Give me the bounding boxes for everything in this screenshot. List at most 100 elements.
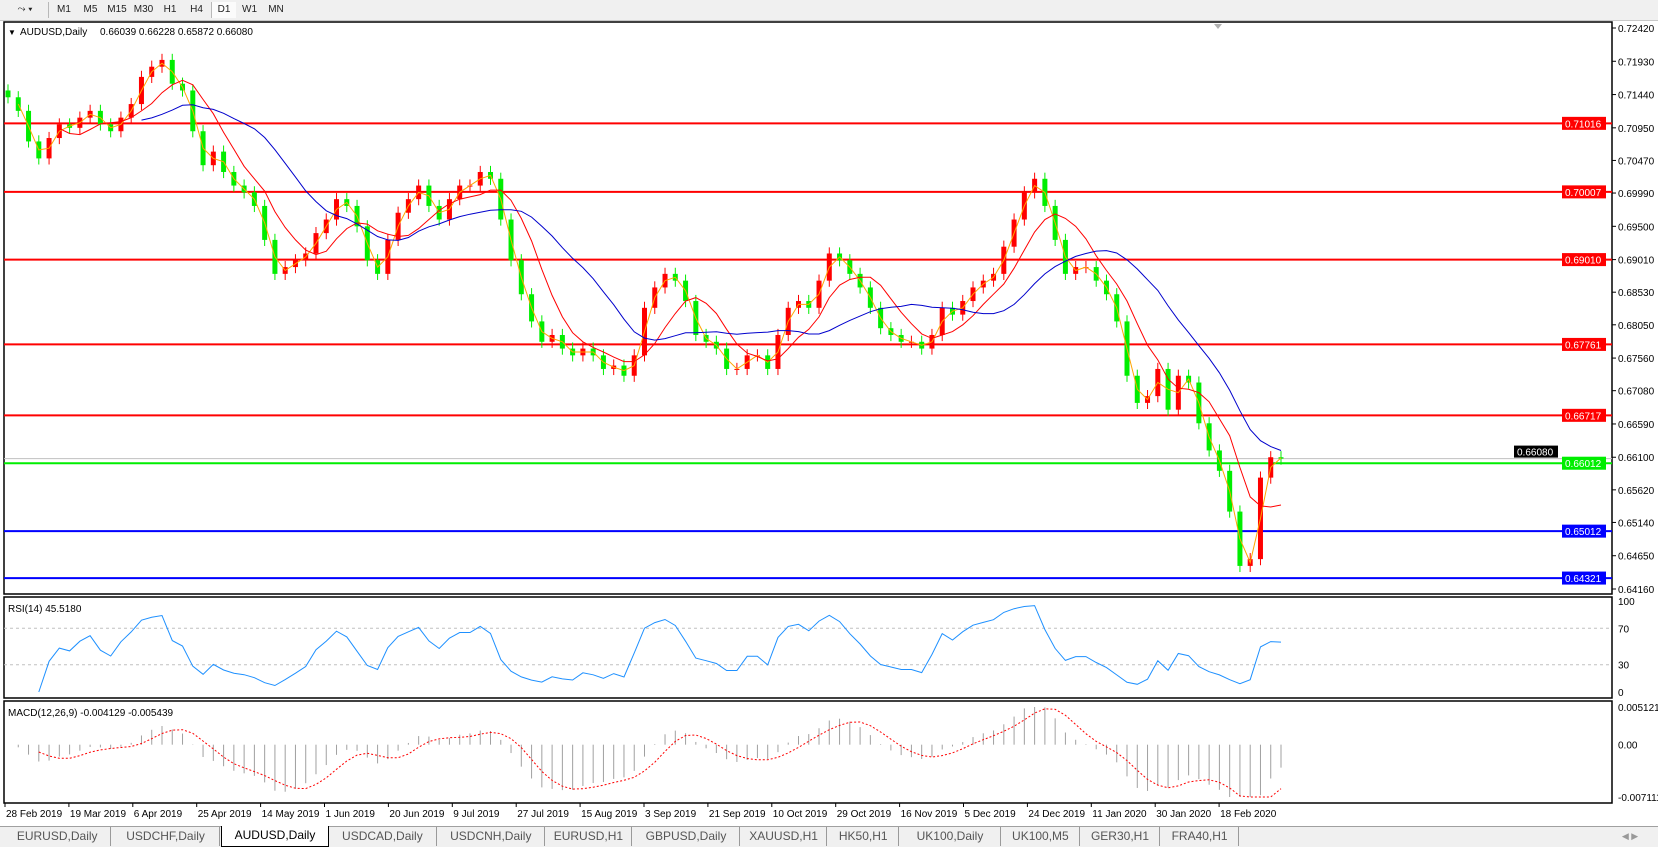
rsi-label: RSI(14) 45.5180 — [8, 604, 82, 615]
level-price-tag — [1562, 408, 1606, 422]
price-tick-label: 0.64160 — [1618, 585, 1655, 596]
price-tick-label: 0.69500 — [1618, 222, 1655, 233]
date-tick-label: 24 Dec 2019 — [1028, 809, 1085, 820]
price-tick-label: 0.68530 — [1618, 288, 1655, 299]
level-price-label: 0.64321 — [1565, 574, 1602, 585]
level-price-label: 0.66012 — [1565, 459, 1602, 470]
macd-pane — [3, 700, 1613, 804]
date-tick-label: 29 Oct 2019 — [837, 809, 892, 820]
macd-tick-label: 0.005121 — [1618, 703, 1658, 714]
tab-fra40-h1[interactable]: FRA40,H1 — [1161, 827, 1240, 846]
rsi-tick-label: 100 — [1618, 597, 1635, 608]
date-tick-label: 9 Jul 2019 — [453, 809, 500, 820]
price-tick-label: 0.69010 — [1618, 256, 1655, 267]
tab-scroll-arrows[interactable]: ◀ ▶ — [1621, 831, 1639, 841]
current-price-tag — [1514, 445, 1558, 458]
timeframe-toolbar: ⤳ ▾ M1 M5 M15 M30 H1 H4 D1 W1 MN — [0, 0, 1658, 21]
symbol-title: AUDUSD,Daily — [20, 27, 87, 38]
tab-gbpusd-daily[interactable]: GBPUSD,Daily — [633, 827, 741, 846]
level-price-label: 0.70007 — [1565, 188, 1602, 199]
price-tick-label: 0.65140 — [1618, 518, 1655, 529]
tab-usdcad-daily[interactable]: USDCAD,Daily — [329, 827, 437, 846]
date-tick-label: 21 Sep 2019 — [709, 809, 766, 820]
date-tick-label: 28 Feb 2019 — [6, 809, 63, 820]
timeframe-m30[interactable]: M30 — [133, 4, 154, 15]
date-tick-label: 10 Oct 2019 — [773, 809, 828, 820]
price-tick-label: 0.71440 — [1618, 91, 1655, 102]
level-price-tag — [1562, 253, 1606, 267]
price-tick-label: 0.70950 — [1618, 124, 1655, 135]
current-price-label: 0.66080 — [1517, 448, 1554, 459]
macd-signal-line — [38, 708, 1282, 798]
level-price-tag — [1562, 524, 1606, 538]
chart-tabs: EURUSD,Daily USDCHF,Daily AUDUSD,Daily USDC… — [0, 826, 1658, 847]
date-tick-label: 27 Jul 2019 — [517, 809, 569, 820]
level-price-label: 0.71016 — [1565, 119, 1602, 130]
timeframe-h1[interactable]: H1 — [163, 4, 177, 15]
date-tick-label: 20 Jun 2019 — [389, 809, 444, 820]
moving-average-line — [141, 104, 1282, 451]
tab-uk100-m5[interactable]: UK100,M5 — [1002, 827, 1081, 846]
level-price-label: 0.65012 — [1565, 527, 1602, 538]
level-price-tag — [1562, 571, 1606, 585]
line-tools-icon[interactable]: ⤳ ▾ — [17, 4, 33, 15]
candle-body — [15, 97, 21, 111]
date-tick-label: 16 Nov 2019 — [901, 809, 958, 820]
rsi-tick-label: 30 — [1618, 661, 1630, 672]
price-tick-label: 0.67560 — [1618, 354, 1655, 365]
macd-label: MACD(12,26,9) -0.004129 -0.005439 — [8, 708, 174, 719]
timeframe-mn[interactable]: MN — [268, 4, 284, 15]
candle-body — [5, 90, 11, 98]
timeframe-m1[interactable]: M1 — [57, 4, 71, 15]
tab-usdchf-daily[interactable]: USDCHF,Daily — [112, 827, 220, 846]
collapse-triangle-icon[interactable]: ▼ — [8, 28, 16, 37]
level-price-label: 0.69010 — [1565, 256, 1602, 267]
level-price-tag — [1562, 456, 1606, 470]
tab-hk50-h1[interactable]: HK50,H1 — [828, 827, 900, 846]
price-tick-label: 0.71930 — [1618, 57, 1655, 68]
macd-tick-label: -0.007111 — [1618, 793, 1658, 804]
timeframe-m5[interactable]: M5 — [83, 4, 98, 15]
timeframe-d1[interactable]: D1 — [211, 2, 236, 18]
date-tick-label: 1 Jun 2019 — [326, 809, 376, 820]
rsi-line — [38, 605, 1282, 693]
rsi-tick-label: 70 — [1618, 624, 1630, 635]
tab-usdcnh-daily[interactable]: USDCNH,Daily — [438, 827, 545, 846]
price-tick-label: 0.69990 — [1618, 189, 1655, 200]
date-tick-label: 11 Jan 2020 — [1092, 809, 1147, 820]
date-tick-label: 19 Mar 2019 — [70, 809, 127, 820]
timeframe-w1[interactable]: W1 — [242, 4, 257, 15]
tab-uk100-daily[interactable]: UK100,Daily — [900, 827, 1001, 846]
level-price-label: 0.67761 — [1565, 340, 1602, 351]
date-tick-label: 6 Apr 2019 — [134, 809, 183, 820]
moving-average-line — [17, 62, 1282, 565]
price-tick-label: 0.70470 — [1618, 156, 1655, 167]
price-tick-label: 0.68050 — [1618, 321, 1655, 332]
price-tick-label: 0.72420 — [1618, 24, 1655, 35]
date-tick-label: 25 Apr 2019 — [198, 809, 252, 820]
ohlc-readout: 0.66039 0.66228 0.65872 0.66080 — [100, 27, 253, 38]
toolbar-grip — [48, 2, 49, 18]
timeframe-h4[interactable]: H4 — [190, 4, 203, 15]
rsi-tick-label: 0 — [1618, 688, 1624, 699]
chart-shift-marker-icon[interactable] — [1214, 24, 1222, 29]
macd-tick-label: 0.00 — [1618, 741, 1638, 752]
tab-eurusd-daily[interactable]: EURUSD,Daily — [4, 827, 112, 846]
price-tick-label: 0.67080 — [1618, 387, 1655, 398]
price-tick-label: 0.66100 — [1618, 453, 1655, 464]
tab-audusd-daily[interactable]: AUDUSD,Daily — [220, 826, 330, 847]
date-tick-label: 14 May 2019 — [262, 809, 320, 820]
date-tick-label: 15 Aug 2019 — [581, 809, 638, 820]
chart-area[interactable]: 0.72420 0.71930 0.71440 0.70950 0.70470 0.699… — [0, 20, 1658, 826]
timeframe-m15[interactable]: M15 — [107, 4, 127, 15]
rsi-pane — [3, 596, 1613, 699]
date-tick-label: 5 Dec 2019 — [965, 809, 1017, 820]
date-tick-label: 18 Feb 2020 — [1220, 809, 1277, 820]
tab-eurusd-h1[interactable]: EURUSD,H1 — [546, 827, 632, 846]
tab-xauusd-h1[interactable]: XAUUSD,H1 — [741, 827, 827, 846]
level-price-tag — [1562, 116, 1606, 130]
price-tick-label: 0.64650 — [1618, 552, 1655, 563]
price-tick-label: 0.66590 — [1618, 420, 1655, 431]
tab-ger30-h1[interactable]: GER30,H1 — [1081, 827, 1160, 846]
date-tick-label: 3 Sep 2019 — [645, 809, 697, 820]
